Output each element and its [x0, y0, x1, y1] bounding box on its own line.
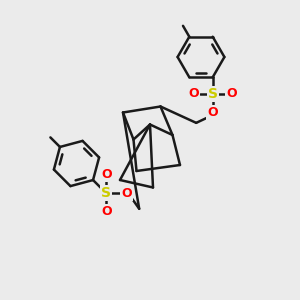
Text: O: O [189, 87, 200, 100]
Text: O: O [207, 106, 218, 119]
Text: S: S [208, 87, 218, 101]
Text: O: O [226, 87, 237, 100]
Text: S: S [101, 186, 111, 200]
Text: O: O [121, 187, 132, 200]
Text: O: O [101, 168, 112, 181]
Text: O: O [101, 205, 112, 218]
